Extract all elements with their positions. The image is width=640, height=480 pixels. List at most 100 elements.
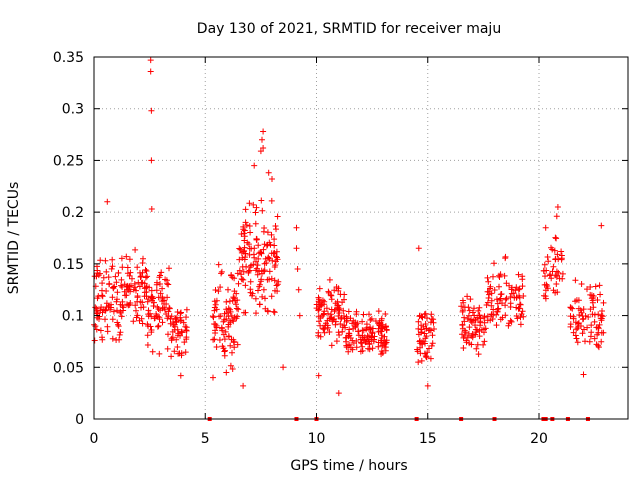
data-point [317,333,324,340]
data-point [244,239,251,246]
data-point [145,307,152,314]
data-point [382,339,389,346]
data-point [227,362,234,369]
data-point [429,340,436,347]
data-point [213,344,220,350]
data-point [110,285,117,292]
data-point [178,328,185,335]
data-point [519,308,526,315]
data-point [130,286,137,293]
plot-area-border [93,56,629,420]
data-point [241,230,248,237]
data-point [580,371,587,378]
data-point [496,274,503,280]
data-point [114,296,120,303]
data-point [316,303,323,310]
data-point [257,148,264,155]
data-point [167,320,174,327]
data-point [229,297,236,304]
data-point [235,306,242,313]
data-point [503,295,510,302]
data-point [231,288,238,295]
data-point [476,328,483,334]
data-point [231,344,238,351]
data-point [321,329,328,336]
data-point [460,299,467,306]
data-point [355,328,362,335]
data-point [109,256,116,263]
data-point [466,340,473,347]
data-point [126,256,133,263]
data-point [361,337,367,344]
data-point [559,275,566,282]
axis-ticks: 0 0.05 0.1 0.15 0.2 0.25 0.3 0.35 0 5 10 15 20 [53,50,628,447]
data-point [92,323,99,330]
data-point [507,317,514,324]
data-point [460,345,467,351]
data-point [123,253,130,260]
data-point [295,286,302,293]
data-point [328,296,335,303]
data-point [415,245,422,252]
data-point [488,297,495,304]
data-point [554,251,561,258]
data-point [153,313,160,319]
data-point [246,200,253,207]
data-point [542,273,548,280]
data-point [149,348,156,355]
data-point [91,273,98,280]
data-point [94,270,101,277]
data-point [169,328,176,335]
data-point [544,254,551,260]
data-point [581,326,587,333]
data-point [268,250,275,257]
data-point [218,324,225,331]
data-point [109,316,116,323]
data-point [173,336,180,343]
data-point [486,291,493,298]
data-point [315,372,322,379]
data-point [252,220,259,227]
data-point [488,311,495,318]
data-point [350,325,357,332]
data-point [487,317,494,324]
data-point [424,382,431,389]
data-point [148,157,155,164]
data-point [139,260,146,266]
data-point [474,341,481,348]
data-point [497,295,504,302]
data-point [266,255,273,262]
data-point [215,261,222,268]
data-point [280,364,287,371]
data-point [575,305,582,312]
data-point [425,327,432,334]
data-point [163,277,170,284]
data-point [578,323,584,329]
data-point [515,286,522,293]
data-point [148,313,155,320]
data-point [113,279,120,286]
data-point [139,269,146,276]
data-point [133,307,139,314]
data-point [216,337,223,343]
y-tick-label: 0.1 [62,309,84,325]
data-point [235,280,242,287]
x-axis-label: GPS time / hours [290,458,407,474]
data-point [513,304,520,311]
data-point [475,351,482,358]
data-point [148,107,155,114]
data-point [590,304,597,311]
data-point [464,334,471,341]
data-point [519,283,526,290]
data-point [94,307,101,314]
data-point [333,284,340,290]
data-point [240,248,247,255]
data-point [296,312,303,319]
data-point [541,261,548,268]
data-point [261,225,268,231]
data-point [108,304,115,311]
data-point [260,286,267,293]
data-point [138,315,145,322]
data-point [261,267,268,274]
data-point [174,344,181,350]
